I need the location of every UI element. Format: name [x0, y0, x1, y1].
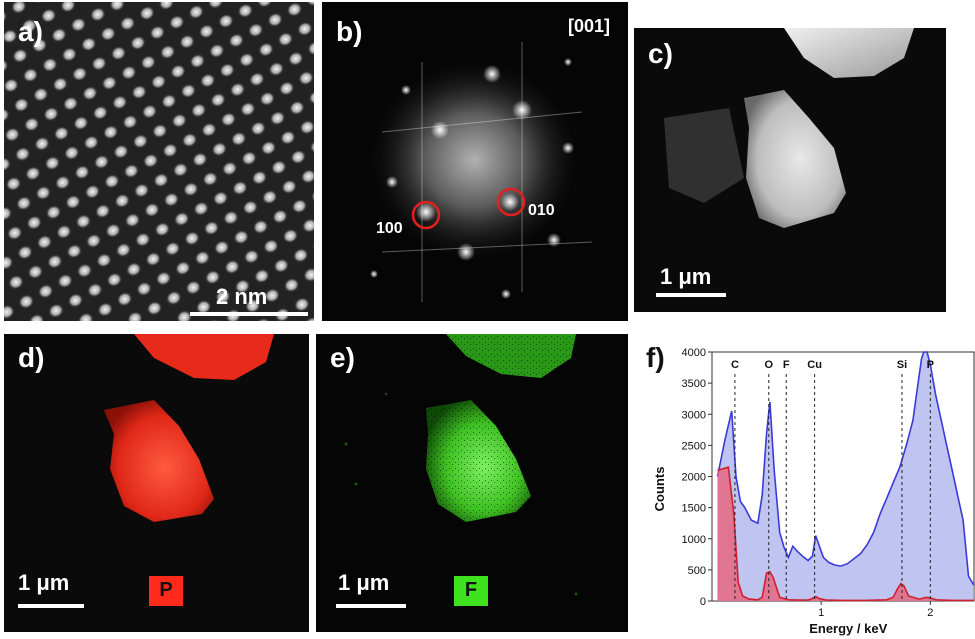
- panel-c: c) 1 μm: [634, 28, 946, 312]
- panel-a-label: a): [18, 16, 43, 47]
- series-0-line: [716, 351, 975, 586]
- y-tick-label: 4000: [682, 347, 706, 359]
- panel-c-scale-label: 1 μm: [660, 264, 712, 289]
- panel-d-label: d): [18, 342, 45, 373]
- panel-d-scale-bar: [18, 604, 84, 608]
- y-tick-label: 1500: [682, 503, 706, 515]
- peak-label-f: F: [783, 359, 790, 371]
- y-tick-label: 0: [700, 596, 706, 608]
- fft-spot-010-circle: [496, 187, 526, 217]
- panel-b-label: b): [336, 16, 363, 47]
- element-tag-f: F: [454, 576, 488, 606]
- panel-d-scale-label: 1 μm: [18, 570, 70, 595]
- x-tick-label: 1: [818, 607, 824, 619]
- y-tick-label: 3000: [682, 409, 706, 421]
- panel-d: d) 1 μm P: [4, 334, 309, 632]
- spot-100-label: 100: [376, 220, 403, 237]
- y-tick-label: 2000: [682, 472, 706, 484]
- zone-axis-label: [001]: [568, 16, 611, 36]
- fft-pattern: [364, 42, 593, 302]
- spot-010-label: 010: [528, 202, 555, 219]
- peak-label-o: O: [764, 359, 773, 371]
- p-map-image: [104, 334, 274, 522]
- y-tick-label: 3500: [682, 378, 706, 390]
- panel-a-scale-label: 2 nm: [216, 284, 268, 309]
- panel-a: a) 2 nm: [4, 2, 314, 321]
- lattice-image: [4, 2, 314, 321]
- x-axis-label: Energy / keV: [809, 621, 887, 636]
- panel-c-scale-bar: [656, 293, 726, 297]
- panel-e-label: e): [330, 342, 355, 373]
- y-tick-label: 1000: [682, 534, 706, 546]
- panel-e-scale-bar: [336, 604, 406, 608]
- panel-e: e) 1 μm F: [316, 334, 628, 632]
- y-tick-label: 500: [688, 565, 706, 577]
- peak-label-si: Si: [897, 359, 907, 371]
- panel-f-label: f): [646, 342, 665, 373]
- panel-c-label: c): [648, 38, 673, 69]
- peak-label-p: P: [927, 359, 934, 371]
- peak-label-c: C: [731, 359, 739, 371]
- element-tag-p: P: [149, 576, 183, 606]
- edx-spectrum-chart: C O F Cu Si P 0 500 1000 1500 2000 2500 3000 3500 4000…: [652, 347, 975, 636]
- series-0-area: [717, 352, 974, 601]
- panel-f: f) C O F Cu Si P 0 500 1000 1500 2000 2500 3000 3500 4…: [634, 334, 975, 639]
- panel-a-scale-bar: [190, 312, 308, 316]
- y-tick-label: 2500: [682, 440, 706, 452]
- panel-b: b) [001] 100 010: [322, 2, 628, 321]
- peak-label-cu: Cu: [807, 359, 822, 371]
- panel-e-scale-label: 1 μm: [338, 570, 390, 595]
- x-tick-label: 2: [927, 607, 933, 619]
- stem-image: [664, 28, 914, 228]
- series-1-line: [717, 466, 974, 602]
- y-axis-label: Counts: [652, 467, 667, 512]
- fft-spot-100-circle: [411, 200, 441, 230]
